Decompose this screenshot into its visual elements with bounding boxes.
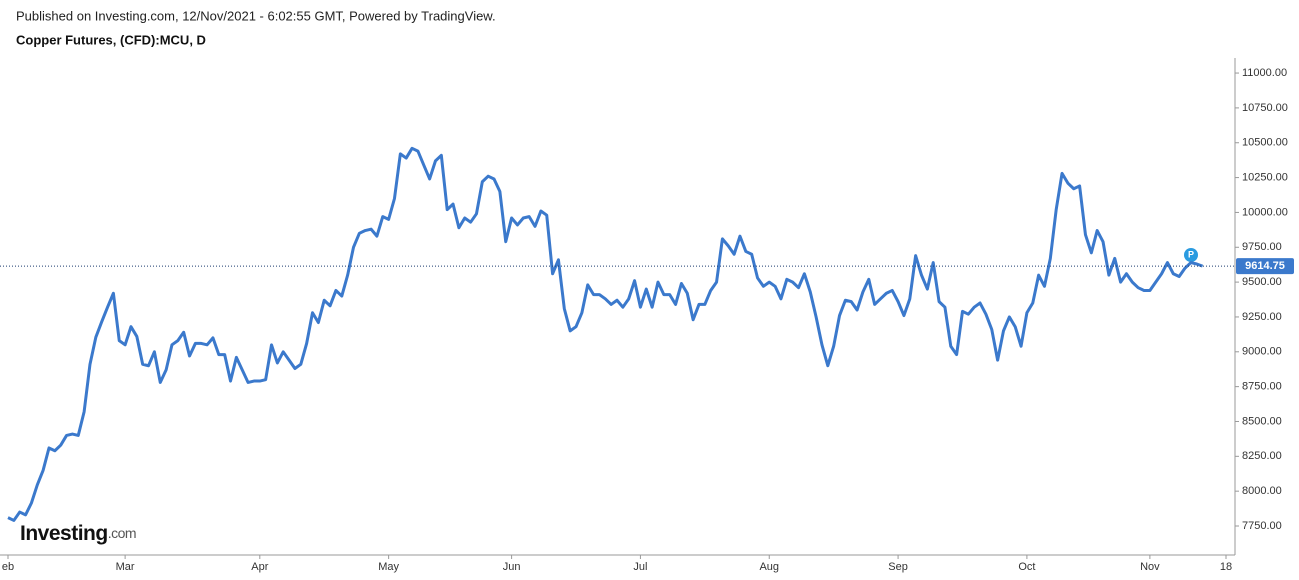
price-badge-icon: P — [1184, 248, 1198, 262]
y-tick-label: 10500.00 — [1242, 137, 1288, 149]
y-tick-label: 8750.00 — [1242, 381, 1282, 393]
logo-suffix: .com — [108, 525, 136, 541]
x-tick-label: Jul — [633, 561, 647, 573]
y-tick-label: 9250.00 — [1242, 311, 1282, 323]
x-tick-label: May — [378, 561, 399, 573]
y-tick-label: 10250.00 — [1242, 171, 1288, 183]
y-tick-label: 10750.00 — [1242, 102, 1288, 114]
price-line — [7, 146, 1204, 522]
x-tick-label: Apr — [251, 561, 268, 573]
chart-title: Copper Futures, (CFD):MCU, D — [16, 32, 206, 47]
x-tick-label: eb — [2, 561, 14, 573]
x-tick-label: Sep — [888, 561, 908, 573]
last-price-box — [1236, 258, 1294, 275]
x-tick-label: Mar — [116, 561, 135, 573]
svg-text:P: P — [1188, 249, 1194, 259]
header: Published on Investing.com, 12/Nov/2021 … — [16, 8, 496, 23]
x-tick-label: Jun — [503, 561, 521, 573]
y-tick-label: 9000.00 — [1242, 346, 1282, 358]
y-tick-label: 8000.00 — [1242, 485, 1282, 497]
logo-name: Investing — [20, 522, 108, 545]
y-tick-label: 9500.00 — [1242, 276, 1282, 288]
x-tick-label: Nov — [1140, 561, 1160, 573]
last-price-label: 9614.75 — [1245, 260, 1285, 272]
y-tick-label: 8500.00 — [1242, 415, 1282, 427]
y-tick-label: 7750.00 — [1242, 520, 1282, 532]
x-tick-label: 18 — [1220, 561, 1232, 573]
y-tick-label: 11000.00 — [1242, 67, 1287, 79]
x-tick-label: Aug — [759, 561, 779, 573]
y-tick-label: 9750.00 — [1242, 241, 1282, 253]
y-tick-label: 8250.00 — [1242, 450, 1282, 462]
logo: Investing.com — [20, 522, 136, 545]
y-tick-label: 10000.00 — [1242, 206, 1288, 218]
x-tick-label: Oct — [1018, 561, 1035, 573]
